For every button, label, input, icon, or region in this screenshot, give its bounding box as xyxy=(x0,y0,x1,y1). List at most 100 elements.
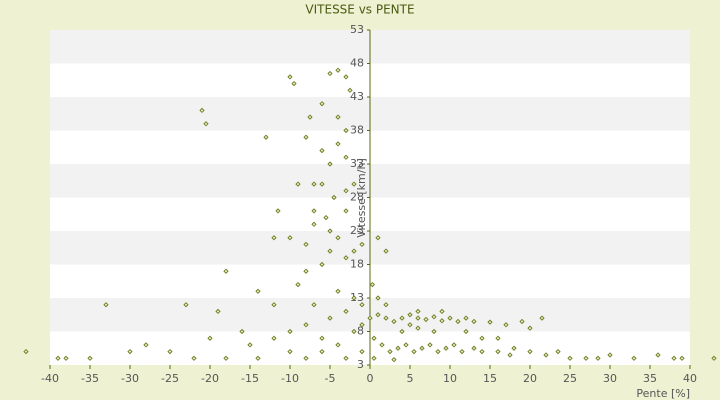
point xyxy=(323,214,329,221)
point xyxy=(351,248,357,254)
x-tick-label: -10 xyxy=(281,372,299,385)
x-tick-label: 0 xyxy=(367,372,374,385)
point xyxy=(319,261,325,268)
point xyxy=(327,228,333,234)
x-tick-label: -35 xyxy=(81,372,99,385)
point xyxy=(427,342,433,348)
point xyxy=(191,355,197,361)
x-tick-label: -30 xyxy=(121,372,139,385)
point xyxy=(495,348,501,355)
point xyxy=(519,318,525,325)
point xyxy=(367,315,373,321)
point xyxy=(371,335,377,341)
point xyxy=(183,302,189,308)
point xyxy=(543,352,549,358)
point xyxy=(383,315,389,321)
point xyxy=(335,342,341,348)
point xyxy=(247,342,253,348)
point xyxy=(343,255,349,261)
point xyxy=(311,208,317,214)
x-tick-label: 10 xyxy=(443,372,457,385)
point xyxy=(711,355,717,361)
x-tick-label: 25 xyxy=(563,372,577,385)
point xyxy=(331,194,337,201)
point xyxy=(595,355,601,361)
y-tick-label: 43 xyxy=(350,90,364,103)
point xyxy=(527,348,533,355)
x-tick-label: -5 xyxy=(325,372,336,385)
point xyxy=(207,335,213,341)
point xyxy=(359,302,365,308)
point xyxy=(511,345,517,351)
point xyxy=(383,302,389,308)
point xyxy=(419,345,425,351)
point xyxy=(487,319,493,325)
point xyxy=(271,335,277,341)
point xyxy=(479,348,485,355)
point xyxy=(359,241,365,248)
point xyxy=(127,348,133,355)
point xyxy=(327,248,333,254)
point xyxy=(335,67,341,73)
point xyxy=(583,355,589,361)
point xyxy=(435,348,441,355)
point xyxy=(415,325,421,331)
point xyxy=(287,348,293,355)
point xyxy=(387,348,393,355)
point xyxy=(391,357,397,363)
point xyxy=(343,355,349,361)
point xyxy=(343,127,349,134)
point xyxy=(351,295,357,301)
y-tick-label: 23 xyxy=(350,224,364,237)
point xyxy=(303,355,309,361)
x-tick-label: -20 xyxy=(201,372,219,385)
point xyxy=(479,335,485,341)
x-tick-label: 15 xyxy=(483,372,497,385)
point xyxy=(459,348,465,355)
point xyxy=(287,74,293,80)
point xyxy=(103,302,109,308)
y-tick-label: 38 xyxy=(350,124,364,137)
point xyxy=(431,328,437,335)
point xyxy=(311,181,317,187)
point xyxy=(407,322,413,328)
point xyxy=(327,70,333,77)
y-tick-label: 3 xyxy=(357,358,364,371)
point xyxy=(291,80,297,87)
x-tick-label: 20 xyxy=(523,372,537,385)
point xyxy=(223,355,229,361)
point xyxy=(379,342,385,348)
point xyxy=(351,181,357,187)
point xyxy=(223,268,229,274)
x-tick-label: -15 xyxy=(241,372,259,385)
point xyxy=(471,345,477,351)
point xyxy=(303,241,309,248)
point xyxy=(471,318,477,325)
point xyxy=(319,147,325,154)
point xyxy=(463,315,469,321)
point xyxy=(347,87,353,93)
point xyxy=(343,188,349,194)
y-tick-label: 18 xyxy=(350,258,364,271)
point xyxy=(423,316,429,323)
y-tick-label: 53 xyxy=(350,23,364,36)
y-tick-label: 13 xyxy=(350,291,364,304)
point xyxy=(311,302,317,308)
point xyxy=(443,345,449,351)
point xyxy=(403,342,409,348)
point xyxy=(343,154,349,160)
point xyxy=(143,342,149,348)
y-tick-label: 8 xyxy=(357,325,364,338)
point xyxy=(63,355,69,361)
point xyxy=(455,318,461,325)
point xyxy=(275,208,281,214)
point xyxy=(527,325,533,331)
x-tick-label: 5 xyxy=(407,372,414,385)
point xyxy=(55,355,61,361)
point xyxy=(383,248,389,254)
point xyxy=(359,348,365,355)
x-axis-label: Pente [%] xyxy=(636,387,690,400)
point xyxy=(395,345,401,351)
point xyxy=(319,335,325,341)
point xyxy=(375,295,381,301)
